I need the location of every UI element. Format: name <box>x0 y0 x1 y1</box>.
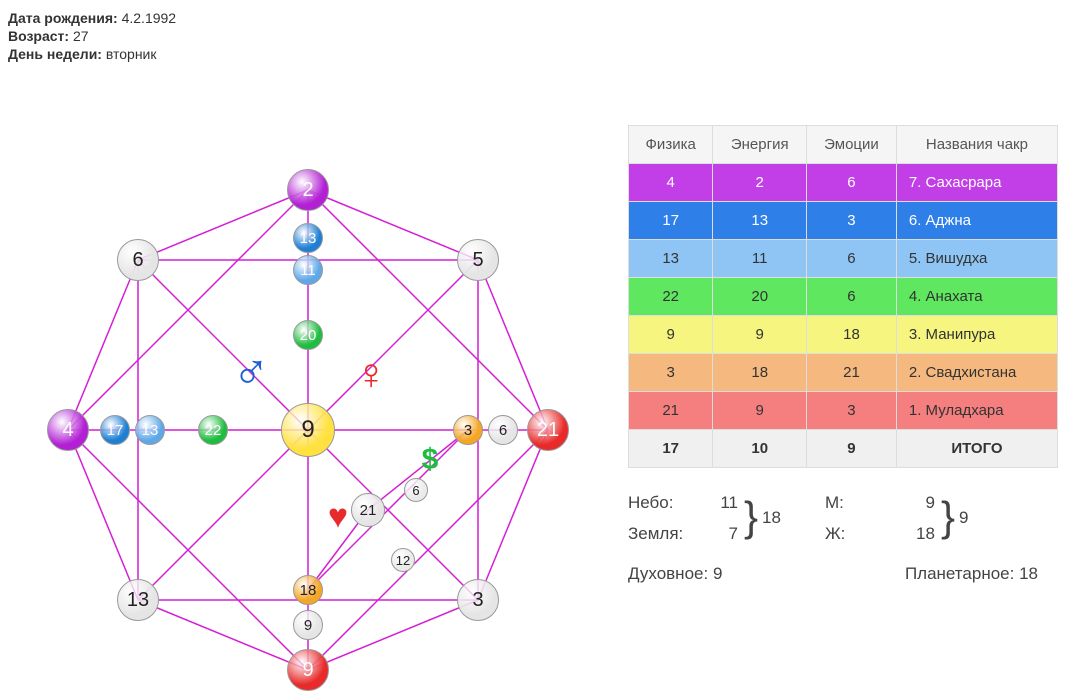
dob-label: Дата рождения: <box>8 10 118 26</box>
summary-pair-1: Небо:11 Земля:7 } 18 <box>628 488 781 549</box>
chakra-header: Эмоции <box>807 126 897 164</box>
chakra-cell: 9 <box>713 392 807 430</box>
chakra-cell: 3 <box>629 354 713 392</box>
chakra-row: 171336. Аджна <box>629 202 1058 240</box>
symbol-icon: ♀ <box>355 350 388 400</box>
symbol-icon: ♥ <box>328 498 348 537</box>
matrix-node: 6 <box>404 478 428 502</box>
chakra-name: 1. Муладхара <box>896 392 1057 430</box>
matrix-node: 9 <box>281 403 335 457</box>
matrix-node: 12 <box>391 548 415 572</box>
chakra-header: Энергия <box>713 126 807 164</box>
matrix-node: 13 <box>293 223 323 253</box>
chakra-row: 318212. Свадхистана <box>629 354 1058 392</box>
symbol-icon: $ <box>422 443 439 477</box>
chakra-row: 4267. Сахасрара <box>629 164 1058 202</box>
chakra-table: ФизикаЭнергияЭмоцииНазвания чакр 4267. С… <box>628 125 1058 468</box>
chakra-cell: 21 <box>629 392 713 430</box>
chakra-cell: 9 <box>713 316 807 354</box>
chakra-cell: 2 <box>713 164 807 202</box>
chakra-name: 6. Аджна <box>896 202 1057 240</box>
top-info: Дата рождения: 4.2.1992 Возраст: 27 День… <box>8 10 1082 62</box>
chakra-name: 2. Свадхистана <box>896 354 1057 392</box>
chakra-body: 4267. Сахасрара171336. Аджна131165. Вишу… <box>629 164 1058 468</box>
chakra-total-row: 17109ИТОГО <box>629 430 1058 468</box>
summary-block: Небо:11 Земля:7 } 18 М:9 Ж:18 } 9 Духовн… <box>628 488 1058 590</box>
age-label: Возраст: <box>8 28 69 44</box>
chakra-header-row: ФизикаЭнергияЭмоцииНазвания чакр <box>629 126 1058 164</box>
matrix-node: 3 <box>457 579 499 621</box>
chakra-cell: 6 <box>807 240 897 278</box>
matrix-node: 3 <box>453 415 483 445</box>
matrix-diagram: 213112041713229216399186513321612♂♀♥$ <box>8 70 608 670</box>
chakra-cell: 20 <box>713 278 807 316</box>
dob-value: 4.2.1992 <box>122 10 177 26</box>
brace-icon: } <box>941 496 955 538</box>
chakra-header: Названия чакр <box>896 126 1057 164</box>
chakra-cell: 9 <box>629 316 713 354</box>
matrix-node: 6 <box>488 415 518 445</box>
chakra-cell: 18 <box>807 316 897 354</box>
matrix-node: 21 <box>351 493 385 527</box>
matrix-node: 13 <box>117 579 159 621</box>
chakra-cell: 13 <box>629 240 713 278</box>
chakra-cell: 3 <box>807 392 897 430</box>
chakra-cell: 13 <box>713 202 807 240</box>
matrix-node: 21 <box>527 409 569 451</box>
chakra-row: 131165. Вишудха <box>629 240 1058 278</box>
age-value: 27 <box>73 28 89 44</box>
chakra-cell: 11 <box>713 240 807 278</box>
matrix-node: 13 <box>135 415 165 445</box>
chakra-cell: 4 <box>629 164 713 202</box>
chakra-cell: 17 <box>629 202 713 240</box>
matrix-node: 20 <box>293 320 323 350</box>
symbol-icon: ♂ <box>232 341 270 399</box>
chakra-name: 5. Вишудха <box>896 240 1057 278</box>
matrix-node: 18 <box>293 575 323 605</box>
matrix-node: 9 <box>287 649 329 691</box>
chakra-cell: 6 <box>807 278 897 316</box>
chakra-cell: 18 <box>713 354 807 392</box>
chakra-cell: 6 <box>807 164 897 202</box>
matrix-node: 6 <box>117 239 159 281</box>
chakra-row: 222064. Анахата <box>629 278 1058 316</box>
dow-value: вторник <box>106 46 157 62</box>
matrix-node: 17 <box>100 415 130 445</box>
chakra-row: 21931. Муладхара <box>629 392 1058 430</box>
matrix-node: 22 <box>198 415 228 445</box>
brace-icon: } <box>744 496 758 538</box>
chakra-name: 3. Манипура <box>896 316 1057 354</box>
matrix-node: 9 <box>293 610 323 640</box>
chakra-row: 99183. Манипура <box>629 316 1058 354</box>
matrix-node: 11 <box>293 255 323 285</box>
dow-label: День недели: <box>8 46 102 62</box>
matrix-node: 5 <box>457 239 499 281</box>
chakra-cell: 21 <box>807 354 897 392</box>
chakra-cell: 22 <box>629 278 713 316</box>
matrix-node: 4 <box>47 409 89 451</box>
chakra-cell: 3 <box>807 202 897 240</box>
matrix-node: 2 <box>287 169 329 211</box>
summary-pair-2: М:9 Ж:18 } 9 <box>825 488 969 549</box>
chakra-name: 7. Сахасрара <box>896 164 1057 202</box>
chakra-name: 4. Анахата <box>896 278 1057 316</box>
chakra-header: Физика <box>629 126 713 164</box>
